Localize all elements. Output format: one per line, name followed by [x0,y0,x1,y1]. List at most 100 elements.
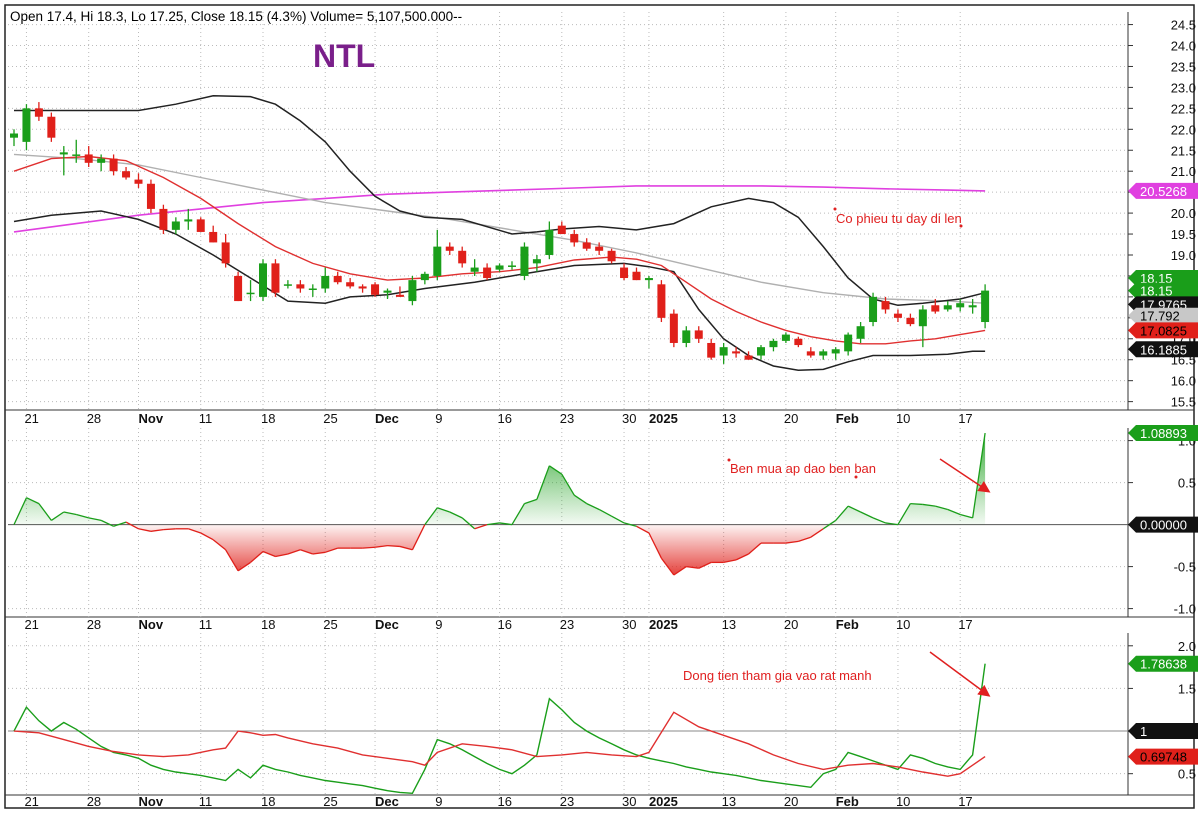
price-tag-label: 16.1885 [1140,342,1187,357]
momentum-line-segment [810,528,824,538]
candle-body [59,152,68,155]
candle-body [97,158,106,163]
momentum-line-segment [63,511,77,516]
candle-body [520,246,529,276]
momentum-line-segment [125,521,139,530]
momentum-line-segment [487,522,500,526]
ma-slow-line [13,185,986,233]
annotation-money-flow: Dong tien tham gia vao rat manh [683,668,872,683]
x-tick-label: Nov [139,411,164,426]
candle-body [72,154,81,156]
candle-body [395,294,404,297]
candle-body [346,282,355,287]
momentum-line-segment [835,505,849,521]
negative-area [14,524,986,575]
candle-body [582,242,591,249]
momentum-line-segment [76,513,89,519]
candle-body [420,273,429,281]
candle-body [981,290,990,323]
candle-body [869,296,878,323]
momentum-line-segment [524,498,538,505]
momentum-line-segment [623,522,637,527]
candle-body [657,284,666,318]
price-tag [1128,182,1198,199]
momentum-line-segment [411,524,426,551]
annotation-momentum: Ben mua ap dao ben ban [730,461,876,476]
x-tick-label: 21 [24,794,38,809]
momentum-line-segment [723,559,737,564]
x-tick-label: 30 [622,617,636,632]
x-tick-label: 11 [199,794,213,809]
x-tick-label: 28 [87,617,101,632]
y-tick-label: 0.5 [1178,476,1196,491]
candle-body [495,265,504,270]
money-flow-line [13,711,986,777]
momentum-line-segment [660,557,675,576]
momentum-line-segment [935,505,948,511]
candle-body [483,267,492,279]
candle-body [470,267,479,272]
momentum-line-segment [735,553,749,561]
price-tag-label: 1.08893 [1140,426,1187,441]
momentum-line-segment [748,542,762,555]
candle-body [408,280,417,302]
candle-body [545,229,554,255]
momentum-line-segment [636,525,650,534]
y-tick-label: 19.5 [1171,227,1196,242]
candle-body [682,330,691,343]
x-tick-label: 16 [498,411,512,426]
candle-body [296,284,305,289]
price-tag [1128,282,1198,299]
momentum-line-segment [50,511,65,521]
candle-body [321,275,330,289]
momentum-line-segment [212,539,227,551]
candle-body [246,292,255,295]
momentum-line-segment [548,465,563,475]
momentum-line-segment [822,519,837,530]
momentum-line-segment [26,497,40,505]
momentum-line-segment [922,503,936,507]
x-tick-label: 10 [896,617,910,632]
price-tag-label: 17.0825 [1140,323,1187,338]
candle-body [744,355,753,360]
candle-body [806,351,815,356]
ma-mid-line [13,153,986,304]
candle-body [221,242,230,264]
momentum-line-segment [38,503,52,521]
y-tick-label: 22.0 [1171,122,1196,137]
candle-body [707,342,716,358]
chart-frame [4,4,1195,809]
y-tick-label: 21.5 [1171,143,1196,158]
x-tick-label: 21 [24,617,38,632]
candle-body [184,219,193,222]
momentum-line-segment [300,549,314,555]
momentum-line-segment [648,532,662,559]
price-tag-label: 1 [1140,724,1147,739]
candle-body [607,250,616,262]
candle-body [881,301,890,310]
x-tick-label: Nov [139,794,164,809]
momentum-line-segment [698,561,712,569]
y-tick-label: 15.5 [1171,395,1196,410]
candle-body [445,246,454,251]
candle-body [781,334,790,341]
annotation-dot [727,458,731,462]
momentum-line-segment [312,551,326,555]
candle-body [570,234,579,243]
x-tick-label: 11 [199,411,213,426]
momentum-line-segment [150,528,164,532]
momentum-line-segment [897,503,911,525]
x-tick-label: 2025 [649,794,678,809]
candle-body [308,288,317,291]
momentum-line-segment [113,521,127,527]
candle-body [819,351,828,356]
price-tag-label: 17.792 [1140,309,1180,324]
price-tag [1128,322,1198,339]
x-tick-label: 25 [323,794,337,809]
momentum-line-segment [424,507,438,525]
candle-body [283,284,292,286]
x-tick-label: 10 [896,411,910,426]
momentum-line-segment [275,553,289,558]
annotation-arrow [929,651,991,697]
momentum-line-segment [910,502,923,506]
